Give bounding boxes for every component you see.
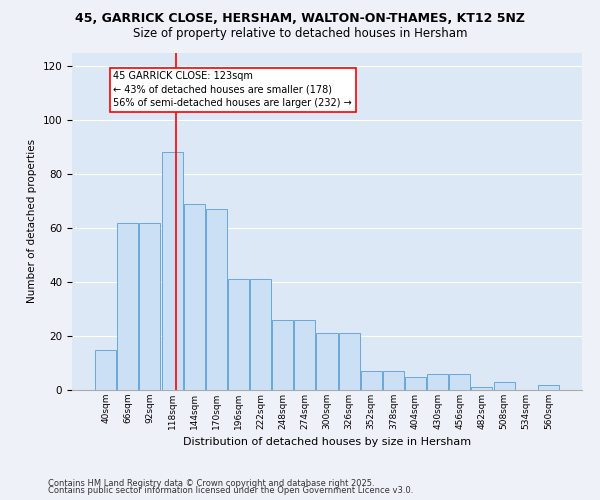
Bar	[184, 204, 205, 390]
Bar	[472, 388, 493, 390]
Y-axis label: Number of detached properties: Number of detached properties	[27, 139, 37, 304]
Text: Size of property relative to detached houses in Hersham: Size of property relative to detached ho…	[133, 28, 467, 40]
Text: Contains HM Land Registry data © Crown copyright and database right 2025.: Contains HM Land Registry data © Crown c…	[48, 478, 374, 488]
Bar	[427, 374, 448, 390]
Bar	[250, 280, 271, 390]
Bar	[383, 371, 404, 390]
Text: Contains public sector information licensed under the Open Government Licence v3: Contains public sector information licen…	[48, 486, 413, 495]
Bar	[118, 222, 139, 390]
Bar	[139, 222, 160, 390]
Bar	[405, 376, 426, 390]
Bar	[206, 209, 227, 390]
X-axis label: Distribution of detached houses by size in Hersham: Distribution of detached houses by size …	[183, 438, 471, 448]
Bar	[538, 384, 559, 390]
Bar	[295, 320, 316, 390]
Bar	[316, 334, 338, 390]
Bar	[228, 280, 249, 390]
Bar	[449, 374, 470, 390]
Bar	[272, 320, 293, 390]
Bar	[338, 334, 359, 390]
Text: 45 GARRICK CLOSE: 123sqm
← 43% of detached houses are smaller (178)
56% of semi-: 45 GARRICK CLOSE: 123sqm ← 43% of detach…	[113, 72, 352, 108]
Bar	[494, 382, 515, 390]
Text: 45, GARRICK CLOSE, HERSHAM, WALTON-ON-THAMES, KT12 5NZ: 45, GARRICK CLOSE, HERSHAM, WALTON-ON-TH…	[75, 12, 525, 26]
Bar	[361, 371, 382, 390]
Bar	[95, 350, 116, 390]
Bar	[161, 152, 182, 390]
